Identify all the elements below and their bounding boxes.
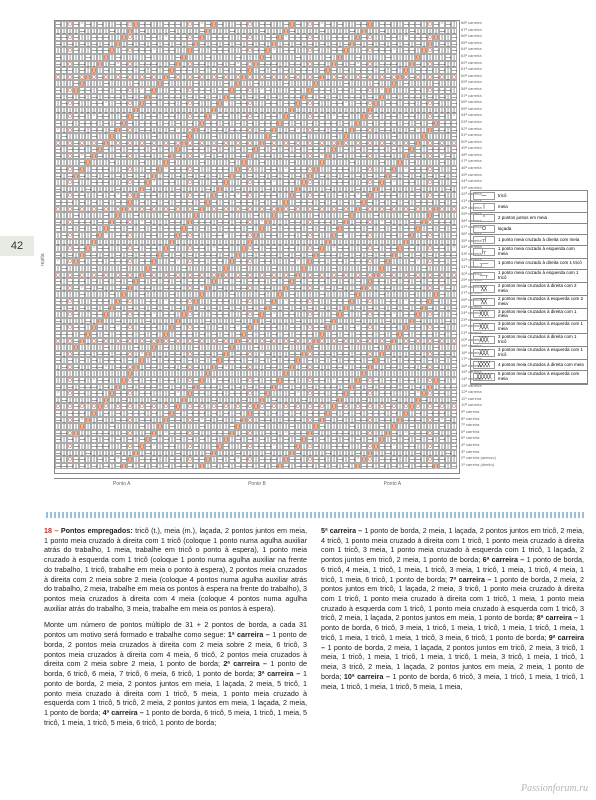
c2-label: 2ª carreira – [223, 659, 267, 668]
pattern-number: 18 – [44, 526, 61, 535]
c7-label: 7ª carreira – [450, 575, 492, 584]
legend: —tricô|meia⌃2 pontos juntos em meiaOlaça… [470, 190, 588, 385]
intro-label: Pontos empregados: [61, 526, 133, 535]
point-labels: Ponto A Ponto B Ponto A [54, 478, 460, 487]
page-number: 42 [0, 236, 34, 256]
c10-label: 10ª carreira – [344, 672, 390, 681]
intro-paragraph: 18 – Pontos empregados: tricô (t.), meia… [44, 526, 307, 613]
c5-label: 5ª carreira – [321, 526, 362, 535]
column-right: 5ª carreira – 1 ponto de borda, 2 meia, … [321, 526, 584, 734]
column-left: 18 – Pontos empregados: tricô (t.), meia… [44, 526, 307, 734]
intro-body: tricô (t.), meia (m.), laçada, 2 pontos … [44, 526, 307, 613]
c1-label: 1ª carreira – [228, 630, 270, 639]
c8-label: 8ª carreira – [537, 613, 578, 622]
wave-divider [44, 512, 584, 518]
chart-grid: —|O—⌃—|—||——O╳——||———|O—⌃—╳—||——O|——||—╳… [54, 20, 460, 474]
point-a2-label: Ponto A [325, 478, 460, 487]
repeat-label: repita [40, 253, 46, 266]
knitting-chart: —|O—⌃—|—||——O╳——||———|O—⌃—╳—||——O|——||—╳… [54, 20, 460, 500]
para-right: 5ª carreira – 1 ponto de borda, 2 meia, … [321, 526, 584, 691]
point-a-label: Ponto A [54, 478, 189, 487]
para2: Monte um número de pontos múltiplo de 31… [44, 620, 307, 727]
c3-label: 3ª carreira – [258, 669, 301, 678]
instruction-columns: 18 – Pontos empregados: tricô (t.), meia… [44, 526, 584, 734]
c4-label: 4ª carreira – [103, 708, 144, 717]
c6-label: 6ª carreira – [483, 555, 525, 564]
watermark: Passionforum.ru [521, 783, 588, 794]
point-b-label: Ponto B [189, 478, 324, 487]
